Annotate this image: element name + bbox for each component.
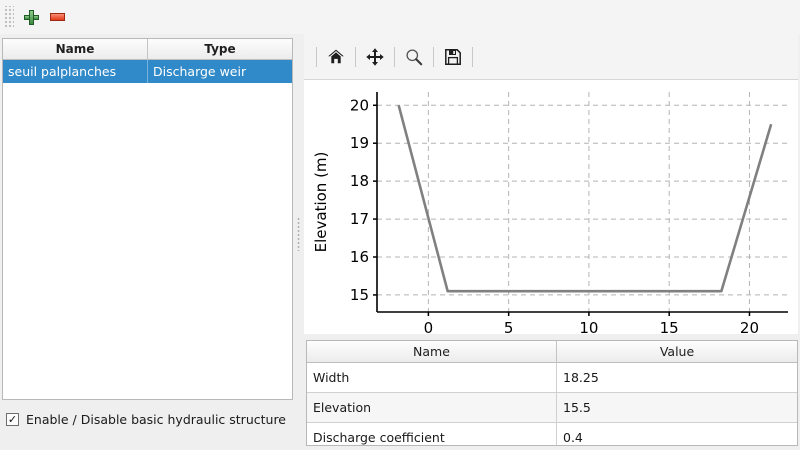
svg-text:18: 18	[350, 172, 369, 190]
svg-text:15: 15	[660, 319, 679, 334]
plot-save-button[interactable]	[438, 42, 468, 72]
plot-zoom-button[interactable]	[399, 42, 429, 72]
move-icon	[366, 47, 384, 66]
cell-structure-name: seuil palplanches	[3, 60, 148, 83]
left-panel: Name Type seuil palplanches Discharge we…	[0, 34, 296, 450]
enable-structure-label: Enable / Disable basic hydraulic structu…	[26, 412, 286, 427]
toolbar-separator	[433, 46, 434, 67]
toolbar-separator	[316, 46, 317, 67]
toolbar-separator	[394, 46, 395, 67]
param-name-discharge-coefficient: Discharge coefficient	[307, 423, 557, 445]
table-row[interactable]: Elevation 15.5	[307, 393, 797, 423]
cell-structure-type: Discharge weir	[148, 60, 292, 83]
svg-text:Elevation (m): Elevation (m)	[312, 152, 330, 253]
table-row[interactable]: Width 18.25	[307, 363, 797, 393]
plus-icon	[23, 9, 39, 25]
param-name-elevation: Elevation	[307, 393, 557, 423]
table-row[interactable]: seuil palplanches Discharge weir	[3, 60, 292, 83]
column-header-name[interactable]: Name	[3, 39, 148, 60]
magnifier-icon	[406, 48, 423, 65]
parameters-table[interactable]: Name Value Width 18.25 Elevation 15.5 Di…	[306, 340, 798, 446]
enable-structure-checkbox[interactable]: ✓	[6, 413, 19, 426]
toolbar-separator	[355, 46, 356, 67]
add-structure-button[interactable]	[18, 4, 44, 30]
svg-text:16: 16	[350, 248, 369, 266]
param-column-header-name[interactable]: Name	[307, 341, 557, 363]
param-name-width: Width	[307, 363, 557, 393]
save-icon	[445, 48, 461, 65]
svg-text:10: 10	[579, 319, 598, 334]
plot-home-button[interactable]	[321, 42, 351, 72]
param-value-width[interactable]: 18.25	[557, 363, 797, 393]
svg-text:5: 5	[504, 319, 514, 334]
table-row[interactable]: Discharge coefficient 0.4	[307, 423, 797, 445]
structures-table[interactable]: Name Type seuil palplanches Discharge we…	[2, 38, 293, 400]
plot-pan-button[interactable]	[360, 42, 390, 72]
svg-text:0: 0	[424, 319, 434, 334]
param-value-discharge-coefficient[interactable]: 0.4	[557, 423, 797, 445]
panel-splitter[interactable]	[296, 34, 302, 450]
minus-icon	[49, 13, 65, 21]
toolbar-separator	[472, 46, 473, 67]
splitter-grip	[297, 217, 300, 251]
parameters-table-header: Name Value	[307, 341, 797, 363]
svg-text:17: 17	[350, 210, 369, 228]
plot-navigation-toolbar	[304, 34, 798, 80]
toolbar-drag-handle[interactable]	[3, 6, 14, 28]
enable-structure-checkbox-row[interactable]: ✓ Enable / Disable basic hydraulic struc…	[6, 412, 286, 427]
svg-text:19: 19	[350, 134, 369, 152]
param-value-elevation[interactable]: 15.5	[557, 393, 797, 423]
svg-text:20: 20	[350, 96, 369, 114]
svg-text:20: 20	[740, 319, 759, 334]
structures-table-header: Name Type	[3, 39, 292, 60]
svg-text:15: 15	[350, 286, 369, 304]
main-toolbar	[0, 0, 800, 35]
column-header-type[interactable]: Type	[148, 39, 292, 60]
home-icon	[328, 49, 344, 63]
remove-structure-button[interactable]	[44, 4, 70, 30]
param-column-header-value[interactable]: Value	[557, 341, 797, 363]
